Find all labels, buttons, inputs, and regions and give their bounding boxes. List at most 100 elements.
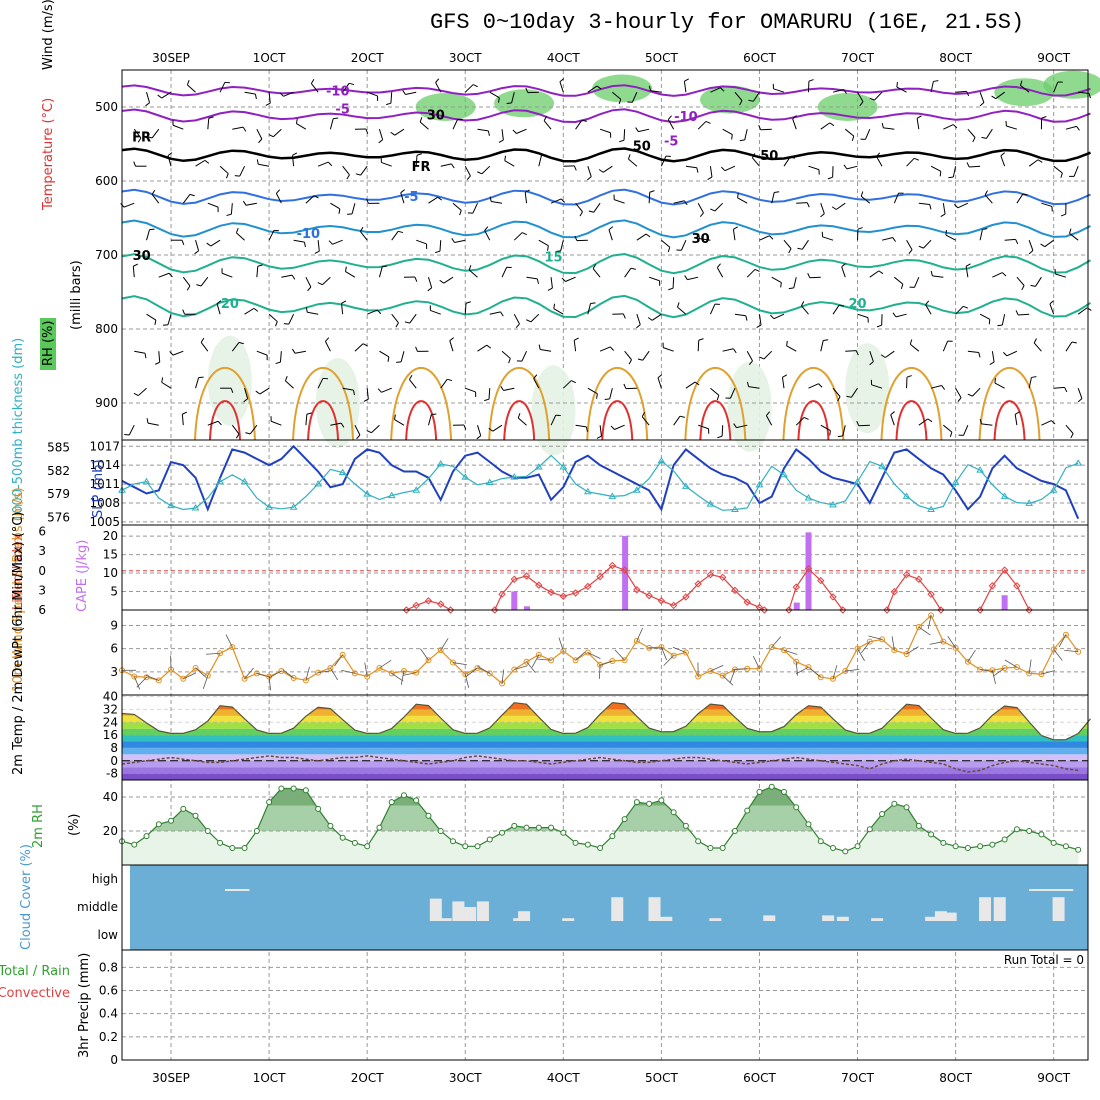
wind-barb (955, 90, 967, 93)
rh-tick-label: 40 (103, 790, 118, 804)
wind-barb-flag (792, 115, 797, 120)
wind-barb-flag (592, 264, 597, 269)
wind-speed-marker (707, 668, 714, 675)
cloud-bar-middle (648, 897, 661, 921)
wind-barb (906, 157, 915, 167)
wind-barb-flag (253, 307, 259, 312)
wind-speed-marker (204, 672, 211, 679)
wind-barb (820, 340, 824, 352)
lifted-index-panel (121, 524, 1089, 614)
wind-speed-marker (817, 674, 824, 681)
wind-speed-marker (866, 638, 873, 645)
wind-barbs (120, 78, 1092, 440)
wind-barb (543, 120, 552, 130)
wind-barb (1077, 388, 1083, 399)
wind-speed-marker (376, 664, 383, 671)
wind-barb (746, 350, 753, 362)
wind-barb-flag (1015, 310, 1019, 316)
lifted-index-marker (706, 570, 715, 579)
rh-marker (609, 833, 616, 840)
wind-barb (918, 418, 929, 426)
lifted-index-marker (976, 606, 984, 614)
lifted-index-frame (121, 524, 1089, 611)
date-label-bottom: 2OCT (351, 1071, 384, 1085)
wind-barb-flag (145, 102, 150, 107)
lifted-index-marker (645, 591, 653, 600)
wind-speed-marker (940, 638, 947, 645)
wind-barb-flag (590, 302, 596, 305)
wind-barb (820, 424, 831, 431)
wind-barb-10m (330, 667, 338, 681)
thickness-marker (240, 477, 249, 485)
wind-barb-flag (348, 82, 355, 86)
wind-barb (1006, 350, 1018, 357)
temp-ylabel: 2m Temp / 2m DewPt (6hr Min/Max) (°C) (11, 512, 26, 775)
lifted-index-tick-label: 3 (38, 583, 46, 597)
wind-barb-flag (459, 210, 462, 216)
wind-barb (305, 195, 315, 204)
contour-temp-30 (208, 400, 241, 441)
wind-barb (967, 128, 976, 138)
cloud-bar-middle (836, 916, 849, 921)
wind-barb (134, 350, 146, 354)
contour-temp-25 (292, 366, 355, 441)
slp-tick-label: 1017 (89, 439, 120, 453)
wind-speed-marker (388, 670, 395, 677)
wind-barb (182, 276, 191, 287)
cloud-bar-middle (763, 915, 776, 921)
wind-speed-marker (229, 644, 236, 651)
wind-barb (293, 239, 305, 243)
wind-barb (341, 303, 344, 315)
wind-speed-marker (658, 644, 665, 651)
precip-tick-label: 0.8 (99, 960, 118, 974)
wind-barb-flag (829, 122, 835, 127)
slp-ylabel: 1000-500mb thickness (dm) (11, 338, 26, 522)
wind-barb-flag (333, 117, 339, 120)
wind-barb (942, 203, 946, 215)
precip-tick-label: 0 (110, 1053, 118, 1067)
wind-barb (195, 377, 200, 389)
wind-barb-flag (806, 202, 810, 208)
wind-barb-flag (305, 307, 308, 313)
wind-barb (737, 197, 748, 204)
wind-barb-flag (245, 432, 251, 435)
wind-barb-flag (500, 311, 504, 317)
wind-barb (324, 341, 331, 352)
wind-barb-flag (275, 189, 281, 194)
contour-freezing-level (121, 147, 1091, 163)
wind-barb-flag (547, 287, 553, 291)
wind-barb (147, 422, 159, 426)
contour-temp-30 (895, 400, 928, 441)
wind-barb-flag (800, 301, 805, 307)
wind-barb (860, 195, 871, 204)
contour-temp-25 (390, 366, 453, 441)
wind-barb (296, 123, 307, 130)
precip-ylabel: 3hr Precip (mm) (77, 953, 92, 1058)
wind-barb-flag (1014, 411, 1020, 415)
wind-barb-10m (967, 649, 976, 662)
rh-marker (964, 845, 971, 851)
wind-barb-flag (774, 191, 780, 193)
wind-barb-flag (909, 339, 913, 345)
wind-barb (992, 272, 1003, 278)
wind-barb (599, 425, 602, 437)
contour-temp-25 (978, 366, 1041, 441)
wind-barb-flag (243, 398, 248, 403)
wind-barb (801, 305, 809, 315)
wind-barb (231, 424, 240, 435)
wind-barb (575, 119, 583, 130)
cape-tick-label: 15 (103, 548, 118, 562)
wind-barb (354, 343, 364, 352)
cloud-bar-middle (1052, 897, 1065, 921)
ylabel-2m-temp: 2m Temp / 2m DewPt (6hr Min/Max) (°C) (11, 512, 26, 775)
upper-air-panel (120, 69, 1100, 456)
wind-barb-flag (327, 161, 333, 167)
thickness-marker (387, 491, 396, 499)
wind-barb (342, 387, 354, 391)
wind-barb (167, 314, 172, 325)
wind-barb-flag (997, 324, 1003, 327)
wind-barb-flag (1021, 285, 1025, 291)
wind-barb-10m (133, 676, 141, 690)
wind-speed-marker (682, 649, 689, 656)
wind-barb-flag (463, 424, 467, 430)
